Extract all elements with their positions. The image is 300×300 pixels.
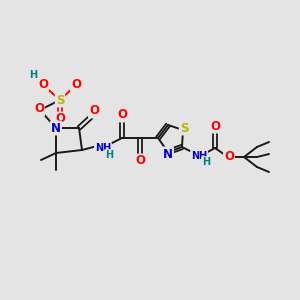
Text: H: H <box>202 157 210 167</box>
Text: O: O <box>34 103 44 116</box>
Text: N: N <box>163 148 173 160</box>
Text: S: S <box>56 94 64 106</box>
Text: O: O <box>71 77 81 91</box>
Text: O: O <box>135 154 145 167</box>
Text: O: O <box>210 119 220 133</box>
Text: O: O <box>38 77 48 91</box>
Text: O: O <box>55 112 65 125</box>
Text: NH: NH <box>191 151 207 161</box>
Text: O: O <box>224 151 234 164</box>
Text: H: H <box>29 70 37 80</box>
Text: O: O <box>117 109 127 122</box>
Text: N: N <box>51 122 61 134</box>
Text: S: S <box>180 122 188 134</box>
Text: H: H <box>105 150 113 160</box>
Text: O: O <box>89 104 99 118</box>
Text: NH: NH <box>95 143 111 153</box>
